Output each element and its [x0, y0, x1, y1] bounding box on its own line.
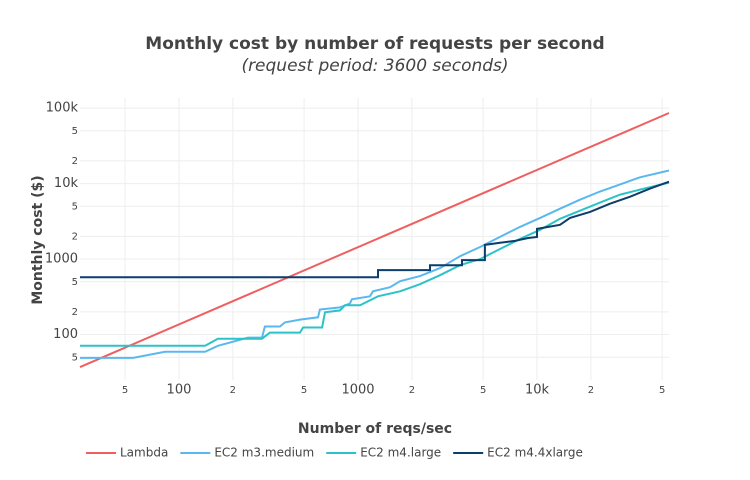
x-tick-label: 2 [230, 385, 236, 396]
x-tick-label: 10k [525, 383, 550, 398]
chart-title: Monthly cost by number of requests per s… [145, 34, 604, 54]
y-tick-label: 10k [54, 176, 79, 191]
legend-label: EC2 m4.4xlarge [487, 446, 583, 460]
legend-label: EC2 m3.medium [214, 446, 314, 460]
y-tick-label: 100k [46, 101, 79, 116]
x-tick-label: 5 [301, 385, 307, 396]
series-line [80, 180, 670, 279]
legend-label: Lambda [120, 446, 168, 460]
x-tick-label: 5 [480, 385, 486, 396]
legend-label: EC2 m4.large [360, 446, 441, 460]
y-tick-label: 2 [72, 307, 78, 318]
y-tick-label: 2 [72, 231, 78, 242]
series-line [79, 112, 670, 369]
x-tick-label: 2 [409, 385, 415, 396]
series-line [80, 169, 670, 359]
y-tick-label: 5 [72, 201, 78, 212]
x-axis-title: Number of reqs/sec [298, 421, 452, 437]
y-tick-label: 5 [72, 126, 78, 137]
x-tick-label: 5 [659, 385, 665, 396]
y-tick-label: 1000 [45, 252, 78, 267]
x-tick-label: 100 [167, 383, 192, 398]
x-tick-label: 2 [588, 385, 594, 396]
series-line [80, 181, 670, 347]
chart-subtitle: (request period: 3600 seconds) [241, 56, 508, 76]
y-tick-label: 5 [72, 352, 78, 363]
y-axis-title: Monthly cost ($) [30, 175, 46, 304]
x-tick-label: 5 [122, 385, 128, 396]
x-tick-label: 1000 [341, 383, 374, 398]
y-tick-label: 2 [72, 156, 78, 167]
y-tick-label: 100 [53, 327, 78, 342]
y-tick-label: 5 [72, 277, 78, 288]
